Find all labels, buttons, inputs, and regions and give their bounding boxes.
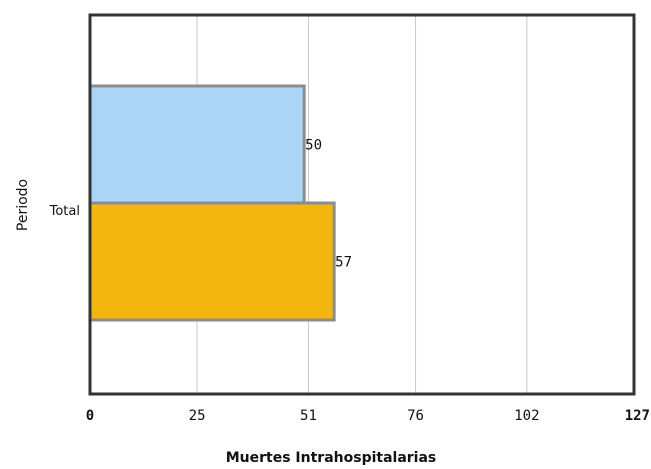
x-tick-label: 25 [189,408,206,424]
x-tick-label: 127 [625,408,650,424]
x-axis-ticks: 0 25 51 76 102 127 [86,408,650,424]
bar-value-label: 50 [305,138,322,154]
bar-series-2 [88,201,336,322]
bar-value-label: 57 [335,255,352,271]
x-tick-label: 51 [300,408,317,424]
x-tick-label: 76 [407,408,424,424]
category-label-total: Total [49,204,80,219]
bar-series-1 [88,84,306,205]
plot-area-frame [88,13,636,396]
data-labels: 50 57 [305,138,352,271]
x-axis-title: Muertes Intrahospitalarias [226,450,437,466]
y-axis-title: Periodo [15,179,31,231]
x-tick-label: 102 [514,408,539,424]
bars [88,84,336,322]
x-tick-label: 0 [86,408,94,424]
